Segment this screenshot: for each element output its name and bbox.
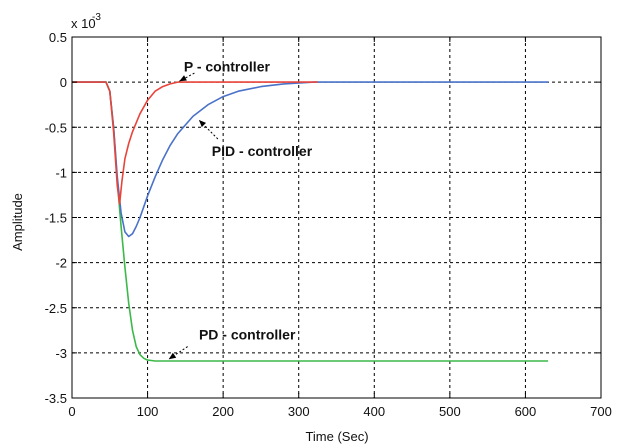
annotation-arrowhead-pid [198,120,207,128]
series-group [72,81,549,362]
x-tick-label: 400 [363,404,385,419]
y-tick-label: -1.5 [45,211,67,226]
annotation-arrowhead-pd [168,352,177,360]
x-tick-label: 200 [212,404,234,419]
x-tick-label: 700 [590,404,612,419]
y-tick-label: 0.5 [49,30,67,45]
y-tick-label: -3.5 [45,391,67,406]
annotation-arrow-pid [198,119,219,140]
y-tick-label: -3 [55,346,67,361]
y-tick-label: -1 [55,165,67,180]
y-tick-label: -0.5 [45,120,67,135]
x-tick-label: 0 [68,404,75,419]
ticks: 0 100 200 300 400 500 600 700 0.5 0 -0.5 -1 -1.5 -2 -2… [45,30,612,419]
annotations: P - controller PID - controller PD - contr… [168,58,313,360]
y-axis-label: Amplitude [10,193,25,251]
annotation-arrow-p [179,72,195,82]
y-tick-label: -2.5 [45,301,67,316]
x-axis-label: Time (Sec) [305,429,368,444]
y-tick-label: -2 [55,256,67,271]
scale-factor-base: x 10 [71,16,96,31]
x-tick-label: 300 [288,404,310,419]
y-tick-label: 0 [60,75,67,90]
series-line-p [72,81,318,205]
annotation-label-pd: PD - controller [199,326,296,342]
series-line-pid [72,81,549,238]
x-tick-label: 600 [515,404,537,419]
x-tick-label: 500 [439,404,461,419]
scale-factor-exponent: -3 [92,12,101,23]
annotation-label-p: P - controller [184,58,271,74]
annotation-label-pid: PID - controller [212,143,313,159]
x-tick-label: 100 [137,404,159,419]
annotation-arrowhead-p [179,75,187,82]
